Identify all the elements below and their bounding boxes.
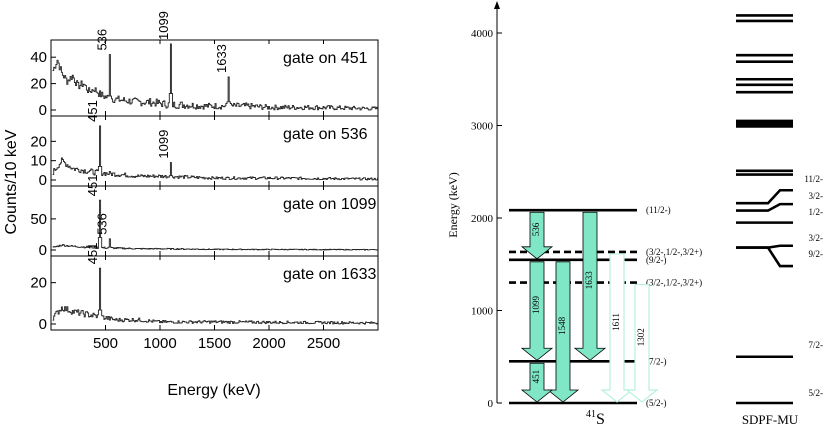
gate-label: gate on 451	[283, 50, 368, 67]
gamma-transition-label: 1611	[611, 313, 621, 331]
theory-level-spin: 1/2-	[809, 207, 824, 217]
y-tick-label: 0	[39, 316, 47, 333]
spectrum-panel: 0 20 40 536 1099 1633 gate on 451	[30, 11, 379, 119]
experimental-level-spin: (9/2-)	[646, 255, 667, 265]
theory-level-spin: 5/2-	[809, 388, 824, 398]
y-tick-label: 50	[30, 211, 47, 228]
spectrum-trace	[52, 267, 379, 325]
gamma-transition-label: 1302	[636, 328, 646, 346]
spectrum-trace	[52, 125, 379, 181]
gamma-transition-label: 536	[531, 222, 541, 236]
level-scheme: 0 1000 2000 3000 4000 (5/2-) (7/2-) (3/2-,1/2-,…	[471, 1, 823, 410]
theory-level	[736, 202, 793, 212]
spectra-x-axis-label: Energy (keV)	[167, 382, 260, 399]
experimental-level-spin: (11/2-)	[646, 205, 671, 215]
theory-level	[736, 188, 793, 205]
theory-level-spin: 3/2-	[809, 233, 824, 243]
y-tick-label: 20	[30, 76, 47, 93]
energy-axis-tick-label: 1000	[471, 306, 494, 318]
gamma-transition-arrow	[520, 211, 554, 260]
gamma-transition-arrow	[573, 211, 607, 361]
gamma-transition-label: 1633	[584, 271, 594, 290]
energy-axis-tick-label: 4000	[471, 28, 494, 40]
gate-label: gate on 1633	[283, 266, 377, 283]
gamma-transition-arrow	[625, 283, 659, 403]
gate-label: gate on 1099	[283, 196, 377, 213]
theory-level-spin: 11/2-	[804, 174, 823, 184]
x-tick-label: 1000	[143, 335, 176, 352]
x-tick-label: 500	[93, 335, 118, 352]
y-tick-label: 40	[30, 49, 47, 66]
experimental-level-spin: (5/2-)	[646, 398, 667, 408]
theory-level-spin: 9/2-	[809, 249, 824, 259]
gamma-transition-label: 1548	[557, 316, 567, 335]
theory-level-spin: 7/2-	[809, 340, 824, 350]
peak-label: 451	[85, 175, 100, 197]
gamma-spectra-panels: 0 20 40 536 1099 1633 gate on 451 0 10 20 451 1099 g…	[30, 11, 379, 352]
spectrum-panel: 0 20 451 gate on 1633	[30, 242, 379, 333]
level-scheme-y-axis-label: Energy (keV)	[446, 172, 460, 237]
spectrum-trace	[52, 43, 379, 111]
gamma-transition-arrow	[520, 362, 554, 403]
energy-axis-tick-label: 2000	[471, 213, 494, 225]
peak-label: 1633	[214, 44, 229, 73]
spectrum-panel: 0 50 451 536 gate on 1099	[30, 175, 379, 259]
experimental-level-spin: (7/2-)	[646, 356, 667, 366]
spectrum-panel: 0 10 20 451 1099 gate on 536	[30, 100, 379, 189]
y-tick-label: 0	[39, 102, 47, 119]
peak-label: 1099	[156, 11, 171, 40]
gate-label: gate on 536	[283, 126, 368, 143]
experimental-level-spin: (3/2-,1/2-,3/2+)	[646, 278, 702, 288]
peak-label: 536	[94, 29, 109, 51]
x-tick-label: 2000	[252, 335, 285, 352]
gamma-transition-arrow	[546, 261, 580, 403]
gamma-transition-arrow	[600, 253, 634, 403]
gamma-transition-label: 451	[531, 370, 541, 384]
peak-label: 536	[94, 213, 109, 235]
x-tick-label: 1500	[198, 335, 231, 352]
experimental-level-spin: (3/2-,1/2-,3/2+)	[646, 247, 702, 257]
spectra-y-axis-label: Counts/10 keV	[3, 129, 20, 234]
y-tick-label: 0	[39, 172, 47, 189]
nucleus-mass-number: 41	[586, 409, 596, 420]
spectrum-trace	[52, 199, 379, 251]
energy-axis-tick-label: 3000	[471, 121, 494, 133]
theory-level	[736, 246, 793, 268]
theory-model-label: SDPF-MU	[742, 412, 799, 427]
gamma-transition-arrow	[520, 261, 554, 361]
y-tick-label: 10	[30, 153, 47, 170]
energy-axis-tick-label: 0	[488, 398, 494, 410]
energy-axis-arrow	[494, 1, 500, 9]
y-tick-label: 20	[30, 133, 47, 150]
peak-label: 1099	[156, 130, 171, 159]
y-tick-label: 20	[30, 275, 47, 292]
peak-label: 451	[85, 100, 100, 122]
gamma-transition-label: 1099	[531, 296, 541, 315]
nucleus-label: 41S	[586, 409, 605, 428]
theory-level	[736, 244, 793, 249]
peak-label: 451	[85, 242, 100, 264]
nucleus-symbol: S	[596, 411, 605, 428]
x-tick-label: 2500	[307, 335, 340, 352]
theory-level-spin: 3/2-	[809, 191, 824, 201]
y-tick-label: 0	[39, 242, 47, 259]
